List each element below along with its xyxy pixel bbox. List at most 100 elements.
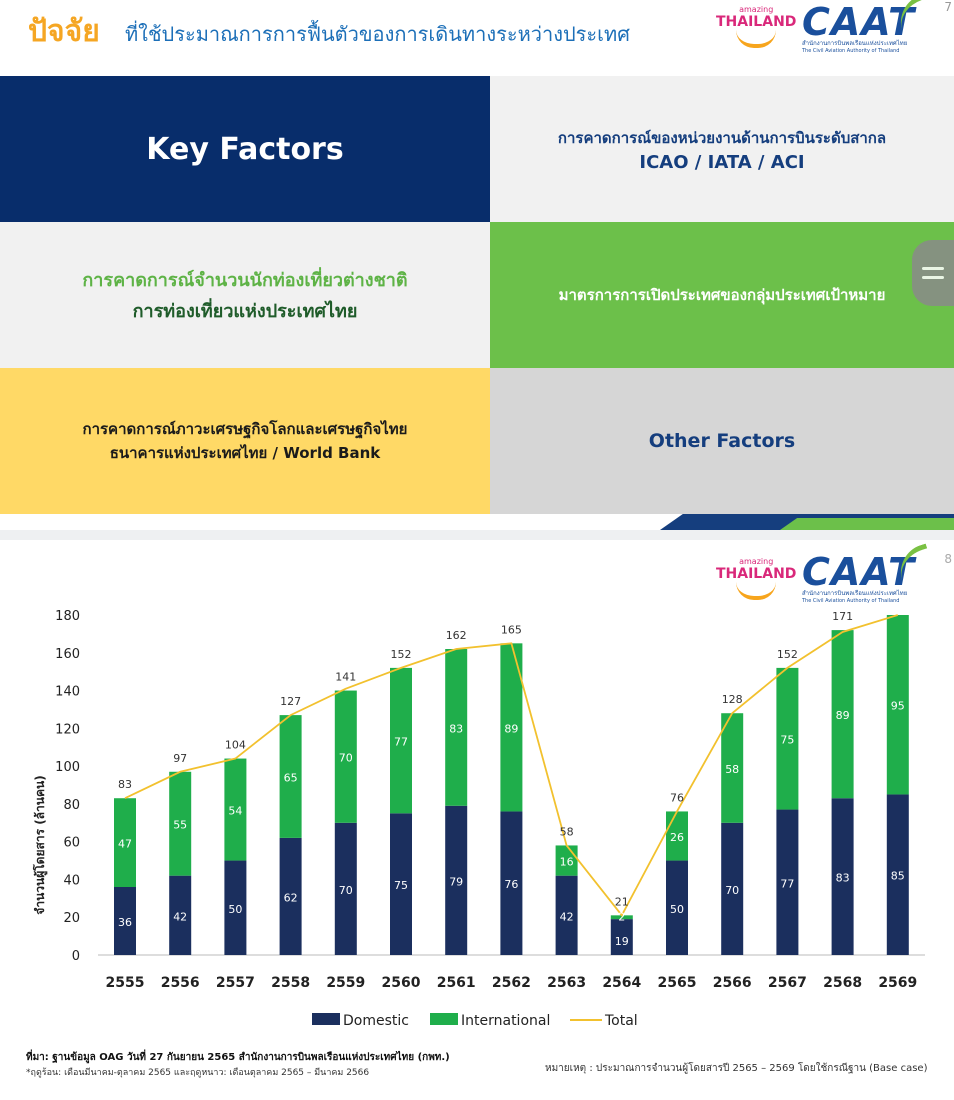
economy-forecast-box: การคาดการณ์ภาวะเศรษฐกิจโลกและเศรษฐกิจไทย… xyxy=(0,368,490,514)
economy-line1: การคาดการณ์ภาวะเศรษฐกิจโลกและเศรษฐกิจไทย xyxy=(82,420,408,438)
slide-title-accent: ปัจจัย xyxy=(28,14,100,49)
domestic-value-label: 50 xyxy=(228,903,242,916)
x-tick-label: 2561 xyxy=(437,975,476,991)
bar-domestic xyxy=(610,919,633,955)
y-tick-label: 160 xyxy=(55,647,80,662)
x-tick-label: 2562 xyxy=(492,975,531,991)
domestic-value-label: 76 xyxy=(504,878,518,891)
domestic-value-label: 62 xyxy=(284,891,298,904)
bar-domestic xyxy=(776,809,799,955)
legend-label: International xyxy=(461,1013,550,1029)
bar-domestic xyxy=(169,875,192,955)
international-value-label: 55 xyxy=(173,819,187,832)
total-value-label: 58 xyxy=(560,825,574,838)
international-value-label: 47 xyxy=(118,838,132,851)
bar-international xyxy=(886,615,909,795)
bar-domestic xyxy=(224,860,247,955)
legend-label: Total xyxy=(604,1013,638,1029)
bar-international xyxy=(169,771,192,876)
x-tick-label: 2556 xyxy=(161,975,200,991)
total-value-label: 128 xyxy=(722,693,743,706)
passenger-chart-slide: 8 amazing THAILAND CAAT สำนักงานการบินพล… xyxy=(0,540,954,1090)
x-tick-label: 2567 xyxy=(768,975,807,991)
legend-swatch xyxy=(430,1013,458,1025)
total-value-label: 152 xyxy=(391,648,412,661)
season-note: *ฤดูร้อน: เดือนมีนาคม-ตุลาคม 2565 และฤดู… xyxy=(26,1068,370,1078)
bar-domestic xyxy=(445,805,468,955)
y-tick-label: 80 xyxy=(63,798,80,813)
bar-international xyxy=(776,667,799,810)
international-value-label: 75 xyxy=(780,734,794,747)
bar-international xyxy=(279,715,302,838)
bar-domestic xyxy=(500,811,523,955)
x-tick-label: 2563 xyxy=(547,975,586,991)
domestic-value-label: 70 xyxy=(725,884,739,897)
international-value-label: 2 xyxy=(618,910,625,923)
bar-domestic xyxy=(390,813,412,955)
total-value-label: 162 xyxy=(446,629,467,642)
bar-international xyxy=(666,811,688,861)
international-value-label: 54 xyxy=(228,805,242,818)
total-value-label: 165 xyxy=(501,623,522,636)
menu-icon[interactable] xyxy=(912,240,954,306)
other-factors-box: Other Factors xyxy=(490,368,954,514)
total-value-label: 141 xyxy=(335,671,356,684)
key-factors-label: Key Factors xyxy=(146,131,344,167)
y-tick-label: 120 xyxy=(55,722,80,737)
caat-logo: CAAT สำนักงานการบินพลเรือนแห่งประเทศไทย … xyxy=(802,543,935,605)
x-tick-label: 2568 xyxy=(823,975,862,991)
legend-swatch xyxy=(312,1013,340,1025)
total-value-label: 21 xyxy=(615,895,629,908)
bar-international xyxy=(390,667,412,814)
x-tick-label: 2558 xyxy=(271,975,310,991)
economy-line2: ธนาคารแห่งประเทศไทย / World Bank xyxy=(109,444,381,462)
total-value-label: 83 xyxy=(118,778,132,791)
country-opening-label: มาตรการการเปิดประเทศของกลุ่มประเทศเป้าหม… xyxy=(558,286,886,304)
international-value-label: 95 xyxy=(891,700,905,713)
page-number: 7 xyxy=(944,0,952,14)
slide-divider xyxy=(0,530,954,540)
domestic-value-label: 50 xyxy=(670,903,684,916)
key-factors-box: Key Factors xyxy=(0,76,490,222)
bar-domestic xyxy=(831,798,854,955)
domestic-value-label: 75 xyxy=(394,879,408,892)
icao-line2: ICAO / IATA / ACI xyxy=(639,151,805,173)
tourism-line2: การท่องเที่ยวแห่งประเทศไทย xyxy=(132,301,358,322)
caat-logo: CAAT สำนักงานการบินพลเรือนแห่งประเทศไทย … xyxy=(802,0,935,55)
total-value-label: 104 xyxy=(225,739,246,752)
bar-international xyxy=(224,758,247,861)
slide-title: ที่ใช้ประมาณการการฟื้นตัวของการเดินทางระ… xyxy=(125,22,630,46)
x-tick-label: 2559 xyxy=(326,975,365,991)
icao-line1: การคาดการณ์ของหน่วยงานด้านการบินระดับสาก… xyxy=(557,128,887,147)
bar-international xyxy=(114,798,136,887)
icao-forecast-box: การคาดการณ์ของหน่วยงานด้านการบินระดับสาก… xyxy=(490,76,954,222)
domestic-value-label: 19 xyxy=(615,935,629,948)
international-value-label: 65 xyxy=(284,772,298,785)
bar-international xyxy=(334,690,357,823)
tourism-line1: การคาดการณ์จำนวนนักท่องเที่ยวต่างชาติ xyxy=(82,270,408,291)
remark-note: หมายเหตุ : ประมาณการจำนวนผู้โดยสารปี 256… xyxy=(545,1063,928,1074)
y-tick-label: 140 xyxy=(55,685,80,700)
amazing-thailand-logo: amazing THAILAND xyxy=(716,6,796,48)
y-tick-label: 180 xyxy=(55,609,80,624)
tourism-forecast-box: การคาดการณ์จำนวนนักท่องเที่ยวต่างชาติ กา… xyxy=(0,222,490,368)
bar-domestic xyxy=(555,875,578,955)
total-value-label: 97 xyxy=(173,752,187,765)
bar-domestic xyxy=(666,860,688,955)
international-value-label: 16 xyxy=(560,856,574,869)
x-tick-label: 2569 xyxy=(878,975,917,991)
international-value-label: 77 xyxy=(394,736,408,749)
domestic-value-label: 85 xyxy=(891,870,905,883)
bar-domestic xyxy=(334,822,357,955)
total-value-label: 171 xyxy=(832,610,853,623)
international-value-label: 89 xyxy=(504,722,518,735)
total-value-label: 127 xyxy=(280,695,301,708)
bar-domestic xyxy=(279,837,302,955)
page-number: 8 xyxy=(944,552,952,566)
domestic-value-label: 70 xyxy=(339,884,353,897)
international-value-label: 89 xyxy=(836,709,850,722)
international-value-label: 58 xyxy=(725,763,739,776)
x-tick-label: 2555 xyxy=(106,975,145,991)
x-tick-label: 2566 xyxy=(713,975,752,991)
total-line xyxy=(124,614,899,917)
